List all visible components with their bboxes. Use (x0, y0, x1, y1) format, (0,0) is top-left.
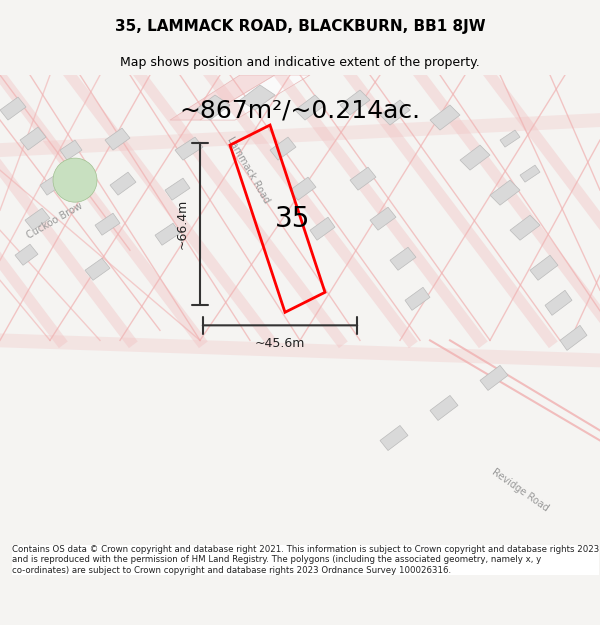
Polygon shape (170, 75, 275, 120)
Text: ~45.6m: ~45.6m (255, 337, 305, 350)
Circle shape (53, 158, 97, 202)
Polygon shape (40, 173, 65, 195)
Polygon shape (175, 137, 203, 160)
Polygon shape (155, 223, 180, 245)
Polygon shape (25, 208, 50, 230)
Polygon shape (0, 97, 26, 120)
Polygon shape (370, 207, 396, 230)
Polygon shape (480, 366, 508, 391)
Polygon shape (105, 128, 130, 150)
Polygon shape (95, 213, 120, 235)
Polygon shape (310, 217, 335, 240)
Polygon shape (110, 172, 136, 195)
Polygon shape (520, 165, 540, 182)
Polygon shape (490, 180, 520, 205)
Polygon shape (390, 248, 416, 270)
Polygon shape (290, 177, 316, 200)
Text: Lammack Road: Lammack Road (225, 135, 271, 205)
Polygon shape (560, 326, 587, 351)
Polygon shape (60, 140, 82, 160)
Polygon shape (15, 244, 38, 265)
Polygon shape (500, 130, 520, 147)
Text: Revidge Road: Revidge Road (490, 468, 550, 514)
Polygon shape (85, 258, 110, 280)
Polygon shape (510, 215, 540, 240)
Polygon shape (430, 105, 460, 130)
Text: Cuckoo Brow: Cuckoo Brow (25, 200, 85, 240)
Polygon shape (350, 167, 376, 190)
Text: 35: 35 (275, 205, 310, 232)
Polygon shape (340, 90, 370, 115)
Polygon shape (20, 127, 46, 150)
Polygon shape (460, 145, 490, 170)
Text: 35, LAMMACK ROAD, BLACKBURN, BB1 8JW: 35, LAMMACK ROAD, BLACKBURN, BB1 8JW (115, 19, 485, 34)
Polygon shape (200, 75, 310, 120)
Polygon shape (545, 290, 572, 316)
Polygon shape (240, 85, 275, 110)
Polygon shape (195, 95, 230, 120)
Text: Contains OS data © Crown copyright and database right 2021. This information is : Contains OS data © Crown copyright and d… (12, 545, 599, 574)
Text: ~867m²/~0.214ac.: ~867m²/~0.214ac. (179, 98, 421, 122)
Polygon shape (295, 95, 325, 120)
Polygon shape (270, 137, 296, 160)
Polygon shape (430, 396, 458, 421)
Polygon shape (405, 288, 430, 311)
Polygon shape (165, 178, 190, 200)
Polygon shape (530, 255, 558, 280)
Text: Map shows position and indicative extent of the property.: Map shows position and indicative extent… (120, 56, 480, 69)
Text: ~66.4m: ~66.4m (176, 199, 188, 249)
Polygon shape (380, 426, 408, 451)
Polygon shape (380, 100, 410, 125)
